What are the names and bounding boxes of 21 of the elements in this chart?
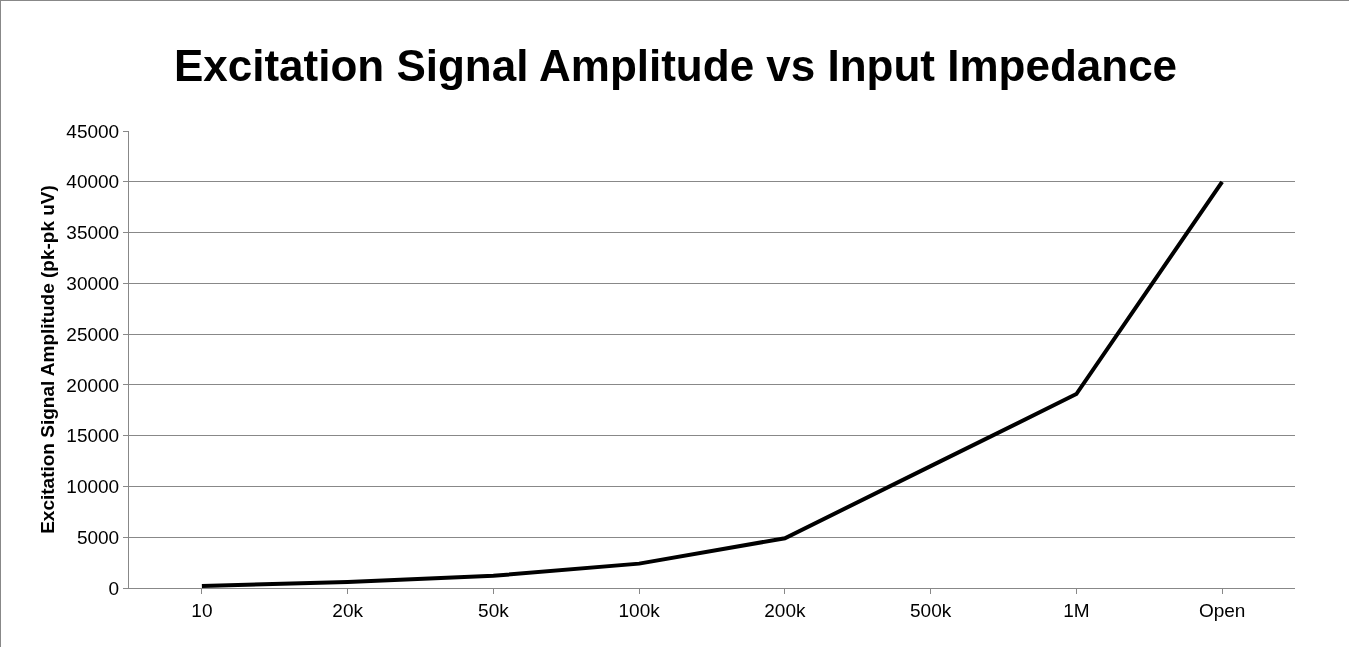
y-tick-label: 30000 [66,272,120,294]
y-tick-label: 40000 [66,171,120,193]
y-tick-label: 0 [108,577,120,599]
x-tick-label: 10 [191,599,213,621]
y-tick-label: 5000 [76,526,120,548]
x-tick-label: 20k [332,599,364,621]
x-tick-label: 50k [478,599,510,621]
line-series [199,179,1225,588]
chart-title: Excitation Signal Amplitude vs Input Impedance [173,41,1178,91]
x-tick-label: 500k [910,599,952,621]
x-tick-label: 100k [618,599,661,621]
y-tick-label: 10000 [66,476,120,498]
x-tick-label: 1M [1063,599,1090,621]
y-tick-label: 15000 [66,425,120,447]
y-tick-label: 45000 [66,120,120,142]
y-tick-label: 35000 [66,222,120,244]
x-tick-label: Open [1198,599,1246,621]
y-axis-title: Excitation Signal Amplitude (pk-pk uV) [37,185,59,534]
x-tick-label: 200k [764,599,806,621]
y-tick-label: 25000 [66,323,120,345]
y-tick-label: 20000 [66,374,120,396]
